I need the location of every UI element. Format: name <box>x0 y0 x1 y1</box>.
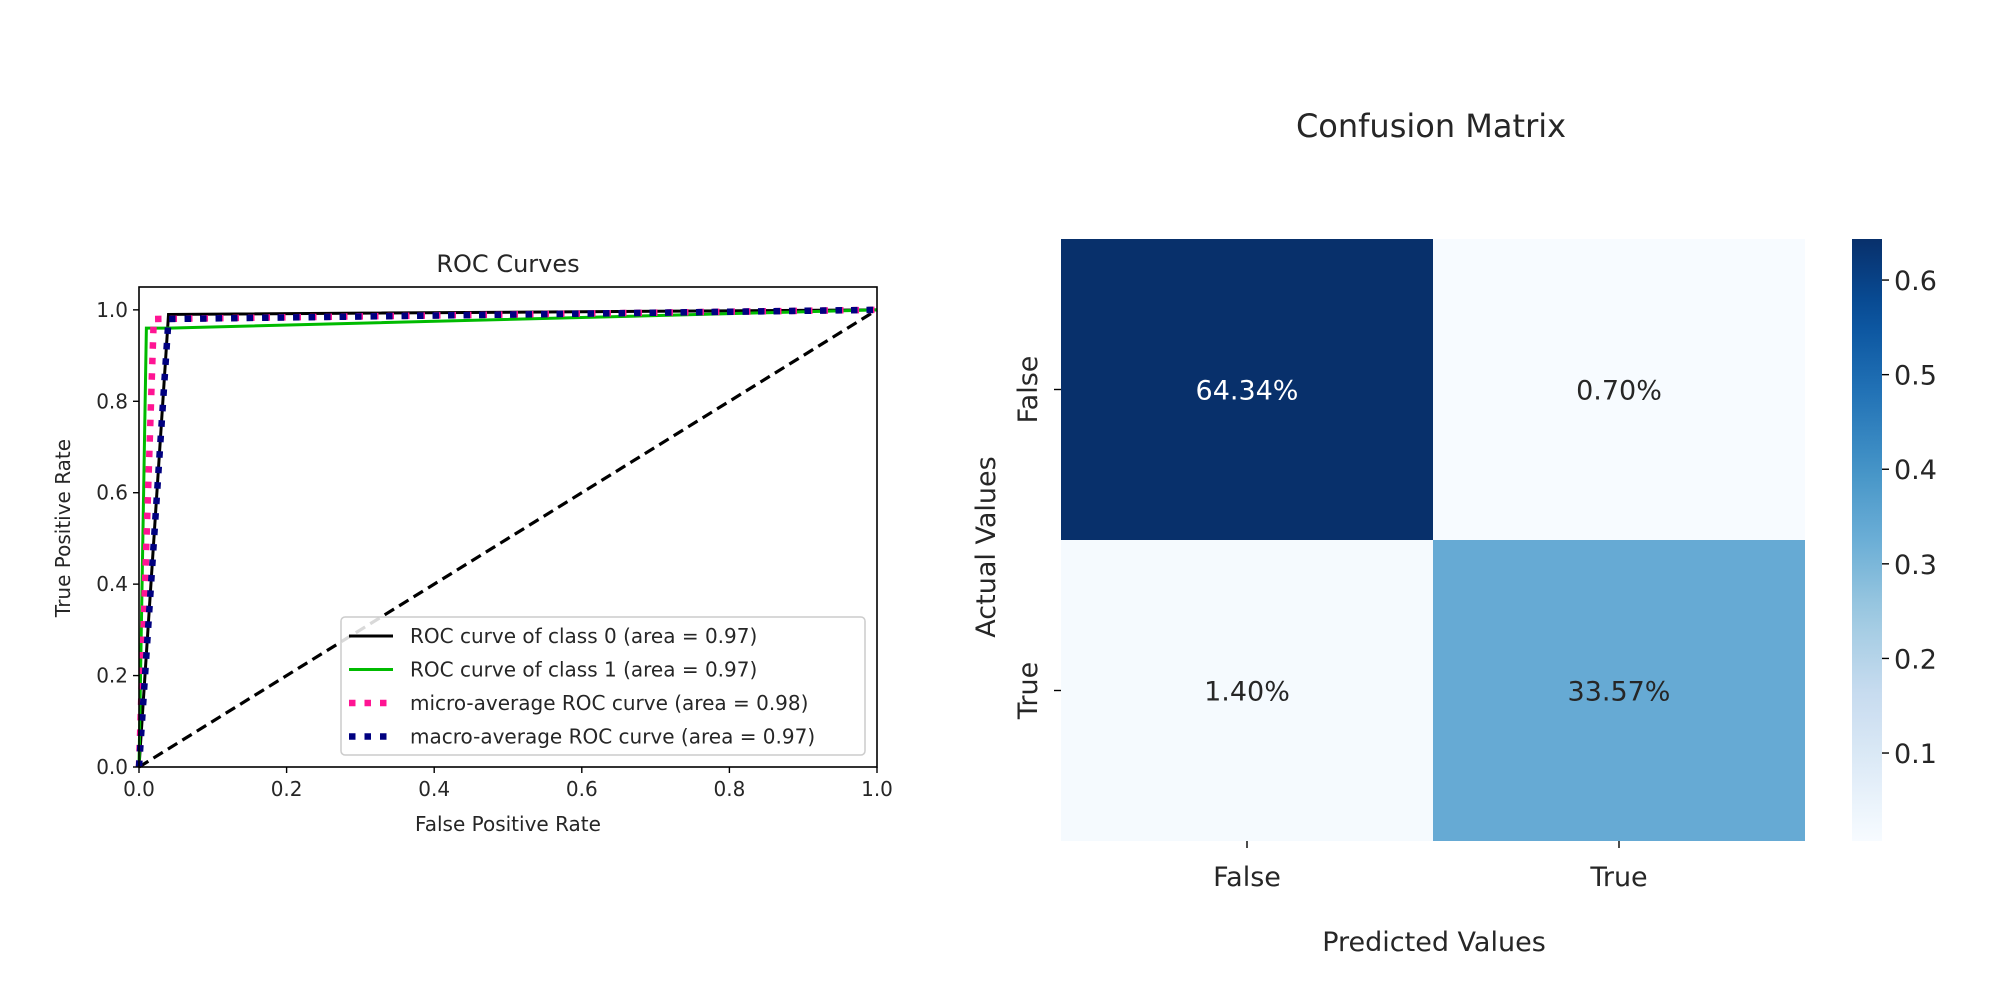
roc-legend-label-2: micro-average ROC curve (area = 0.98) <box>410 691 808 715</box>
cm-cell-annotation: 33.57% <box>1568 677 1671 708</box>
cm-cell <box>1061 239 1433 540</box>
roc-y-tick-label: 1.0 <box>96 298 128 322</box>
roc-diagonal-line <box>138 308 878 769</box>
roc-plot-area <box>135 286 878 769</box>
roc-y-tick-label: 0.6 <box>96 481 128 505</box>
roc-legend-label-1: ROC curve of class 1 (area = 0.97) <box>410 658 757 682</box>
cm-cell-annotation: 0.70% <box>1576 376 1662 407</box>
cm-colorbar-tick-label: 0.4 <box>1894 455 1937 486</box>
cm-y-tick-label: True <box>1013 662 1044 720</box>
cm-x-tick-label: False <box>1213 862 1281 893</box>
roc-y-tick-label: 0.8 <box>96 389 128 413</box>
roc-legend-label-3: macro-average ROC curve (area = 0.97) <box>410 725 815 749</box>
cm-x-axis-label: Predicted Values <box>1322 927 1546 958</box>
cm-cell <box>1061 540 1433 841</box>
cm-title: Confusion Matrix <box>1296 107 1566 145</box>
cm-x-ticks: False True <box>1213 841 1648 893</box>
roc-x-axis-label: False Positive Rate <box>415 812 601 836</box>
cm-cell <box>1433 239 1805 540</box>
roc-x-tick-label: 0.0 <box>123 777 155 801</box>
roc-x-tick-label: 1.0 <box>861 777 893 801</box>
cm-colorbar-tick-label: 0.1 <box>1894 739 1937 770</box>
cm-colorbar-tick-label: 0.6 <box>1894 266 1937 297</box>
confusion-matrix-chart: Confusion Matrix 64.34% 0.70%1.40% 33.57% … <box>971 107 1937 958</box>
roc-y-axis-label: True Positive Rate <box>51 439 75 618</box>
roc-series-line-1 <box>137 308 878 768</box>
cm-cell-annotation: 64.34% <box>1196 376 1299 407</box>
cm-cell-annotation: 1.40% <box>1204 677 1290 708</box>
cm-colorbar-bar <box>1852 239 1882 841</box>
roc-axes-frame <box>138 286 878 768</box>
cm-y-axis-label: Actual Values <box>971 456 1002 637</box>
roc-y-tick-label: 0.2 <box>96 664 128 688</box>
roc-y-ticks: 0.0 0.2 0.4 0.6 0.8 1.0 <box>96 298 139 779</box>
cm-colorbar-tick-label: 0.5 <box>1894 361 1937 392</box>
cm-x-tick-label: True <box>1589 862 1647 893</box>
roc-x-tick-label: 0.2 <box>271 777 303 801</box>
roc-title: ROC Curves <box>436 250 579 278</box>
cm-y-ticks: False True <box>1013 356 1061 720</box>
roc-legend-label-0: ROC curve of class 0 (area = 0.97) <box>410 624 757 648</box>
cm-colorbar-tick-label: 0.2 <box>1894 644 1937 675</box>
roc-legend-box <box>340 616 866 756</box>
roc-x-tick-label: 0.4 <box>418 777 450 801</box>
roc-legend: ROC curve of class 0 (area = 0.97) ROC cu… <box>340 616 866 756</box>
roc-x-tick-label: 0.8 <box>713 777 745 801</box>
roc-chart: ROC Curves 0.0 0.2 0.4 0.6 0.8 1.0 0.00.20.40… <box>51 250 893 836</box>
roc-x-ticks: 0.0 0.2 0.4 0.6 0.8 1.0 <box>123 767 893 801</box>
cm-cells: 64.34% 0.70% 1.40% 33.57% <box>1061 239 1805 841</box>
cm-cell <box>1433 540 1805 841</box>
roc-x-tick-label: 0.6 <box>566 777 598 801</box>
roc-y-tick-label: 0.0 <box>96 755 128 779</box>
cm-colorbar-tick-label: 0.3 <box>1894 550 1937 581</box>
cm-y-tick-label: False <box>1013 356 1044 424</box>
roc-y-tick-label: 0.4 <box>96 572 128 596</box>
cm-colorbar: 0.1 0.2 0.3 0.4 0.5 0.6 <box>1852 239 1937 841</box>
